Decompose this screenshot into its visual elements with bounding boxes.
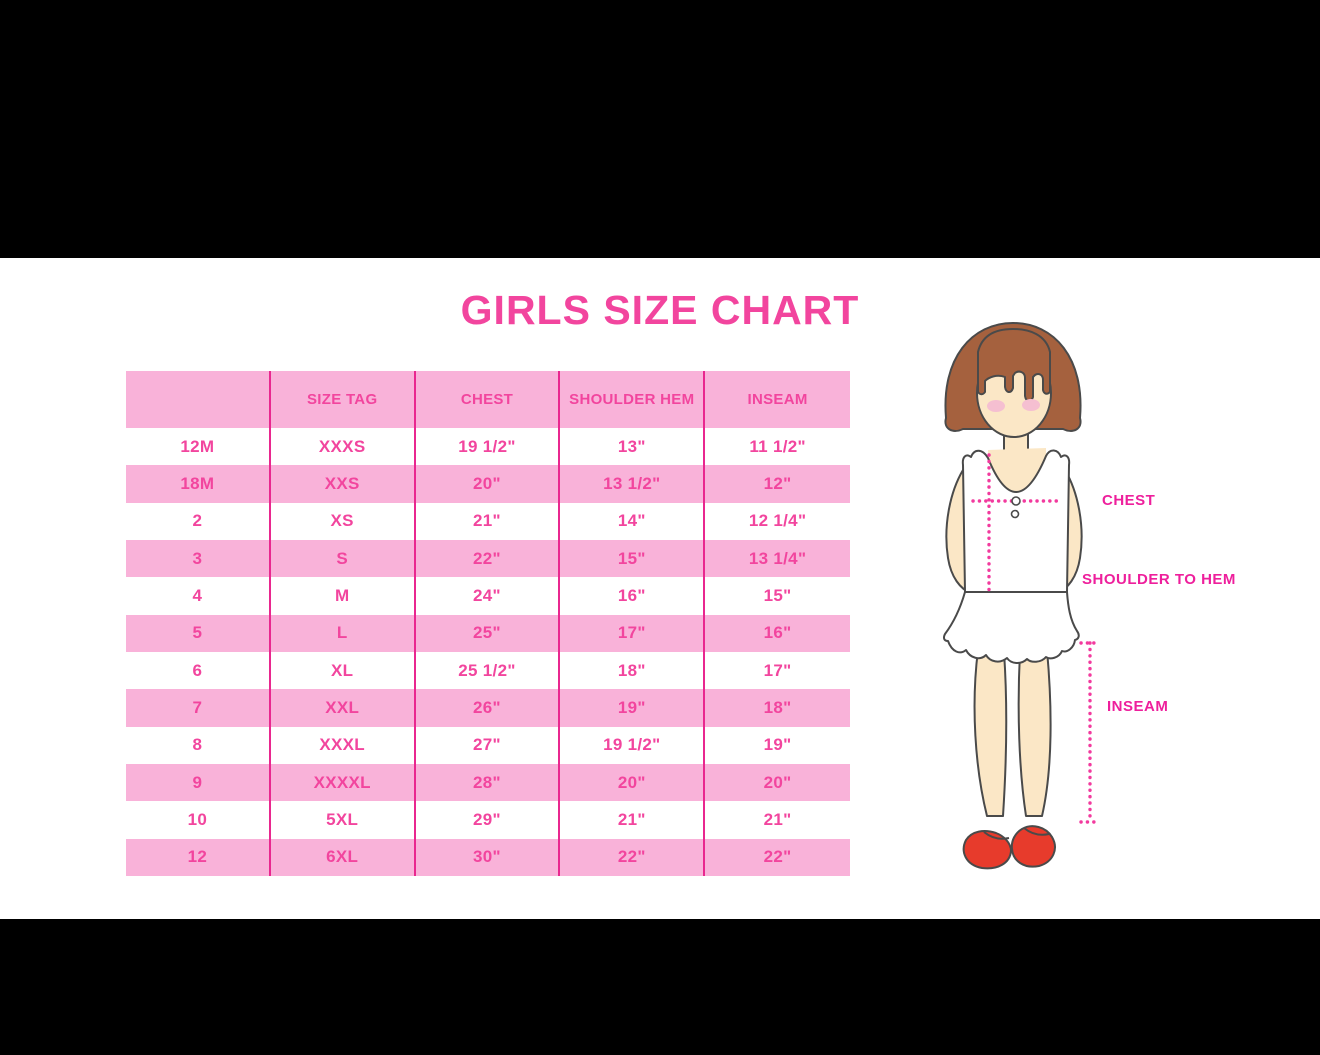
table-cell: 18M <box>126 465 271 503</box>
leg-left <box>973 649 1008 817</box>
table-cell: 19" <box>763 735 792 755</box>
table-cell: 12 <box>126 838 271 876</box>
table-cell: 19 1/2" <box>560 726 706 764</box>
content-panel <box>0 258 1320 919</box>
table-header-cell: CHEST <box>415 371 561 428</box>
table-cell: 7 <box>126 689 271 727</box>
shoe-right <box>1010 825 1056 868</box>
table-cell: 17" <box>560 614 706 652</box>
table-cell: 19" <box>560 689 706 727</box>
shoulder-to-hem-measurement-label: SHOULDER TO HEM <box>1082 571 1236 588</box>
shoe-right-strap <box>1023 827 1050 836</box>
table-cell: 11 1/2" <box>749 436 806 456</box>
table-cell: 14" <box>560 502 706 540</box>
table-header-cell: INSEAM <box>705 371 850 428</box>
table-cell: 30" <box>415 838 561 876</box>
table-cell: 20" <box>560 763 706 802</box>
table-cell: 8 <box>126 726 271 764</box>
table-cell: 12M <box>126 428 271 466</box>
table-cell: XXXS <box>271 428 416 466</box>
table-cell: 25 1/2" <box>416 651 561 690</box>
table-cell: 19 1/2" <box>416 428 561 466</box>
table-cell: 25" <box>415 614 561 652</box>
table-header-cell: SHOULDER HEM <box>560 371 706 428</box>
table-cell: 29" <box>416 801 561 839</box>
shoe-left <box>962 830 1012 870</box>
table-cell: 18" <box>560 651 706 690</box>
table-cell: 20" <box>415 465 561 503</box>
table-cell: 3 <box>126 539 271 578</box>
table-cell: 13 1/2" <box>560 465 706 503</box>
table-cell: 21" <box>763 809 792 829</box>
table-cell: 22" <box>415 539 561 578</box>
table-cell: 4 <box>126 577 271 615</box>
table-cell: 10 <box>126 801 271 839</box>
table-cell: 15" <box>560 539 706 578</box>
leg-right <box>1017 649 1052 817</box>
blush-right <box>1022 399 1040 411</box>
table-cell: 13 1/4" <box>705 539 850 578</box>
table-cell: 21" <box>560 801 706 839</box>
table-header-cell <box>126 371 271 428</box>
table-cell: 9 <box>126 763 271 802</box>
table-cell: XL <box>271 651 416 690</box>
table-cell: 22" <box>560 838 706 876</box>
blush-left <box>987 400 1005 412</box>
shoe-left-strap <box>983 831 1010 840</box>
dress-button-top <box>1011 496 1021 506</box>
table-cell: 15" <box>763 585 792 605</box>
table-cell: XXXL <box>271 726 416 764</box>
table-cell: 22" <box>705 838 850 876</box>
table-cell: 18" <box>705 689 850 727</box>
table-header-cell: SIZE TAG <box>270 371 416 428</box>
chest-measurement-label: CHEST <box>1102 492 1156 509</box>
dress-button-bottom <box>1010 509 1020 519</box>
table-cell: 24" <box>416 577 561 615</box>
table-cell: 20" <box>705 763 850 802</box>
table-cell: 16" <box>560 577 706 615</box>
table-cell: 27" <box>416 726 561 764</box>
table-cell: 6XL <box>270 838 416 876</box>
table-cell: XXL <box>270 689 416 727</box>
girls-size-table: SIZE TAG CHEST SHOULDER HEM INSEAM 12M XX… <box>126 371 850 876</box>
table-cell: 21" <box>416 502 561 540</box>
skirt <box>943 591 1080 664</box>
table-cell: 5XL <box>271 801 416 839</box>
table-cell: 12 1/4" <box>748 511 807 531</box>
table-cell: 16" <box>705 614 850 652</box>
table-cell: L <box>270 614 416 652</box>
table-cell: 26" <box>415 689 561 727</box>
inseam-measurement-label: INSEAM <box>1107 698 1169 715</box>
table-cell: 5 <box>126 614 271 652</box>
table-cell: XXXXL <box>270 763 416 802</box>
table-cell: M <box>271 577 416 615</box>
table-cell: 6 <box>126 651 271 690</box>
table-cell: XXS <box>270 465 416 503</box>
table-cell: 13" <box>560 428 706 466</box>
table-cell: 17" <box>763 660 792 680</box>
girl-illustration <box>943 322 1101 870</box>
table-cell: 12" <box>705 465 850 503</box>
table-cell: 28" <box>415 763 561 802</box>
table-cell: 2 <box>126 502 271 540</box>
table-cell: XS <box>271 502 416 540</box>
table-cell: S <box>270 539 416 578</box>
page-title: GIRLS SIZE CHART <box>460 287 860 333</box>
